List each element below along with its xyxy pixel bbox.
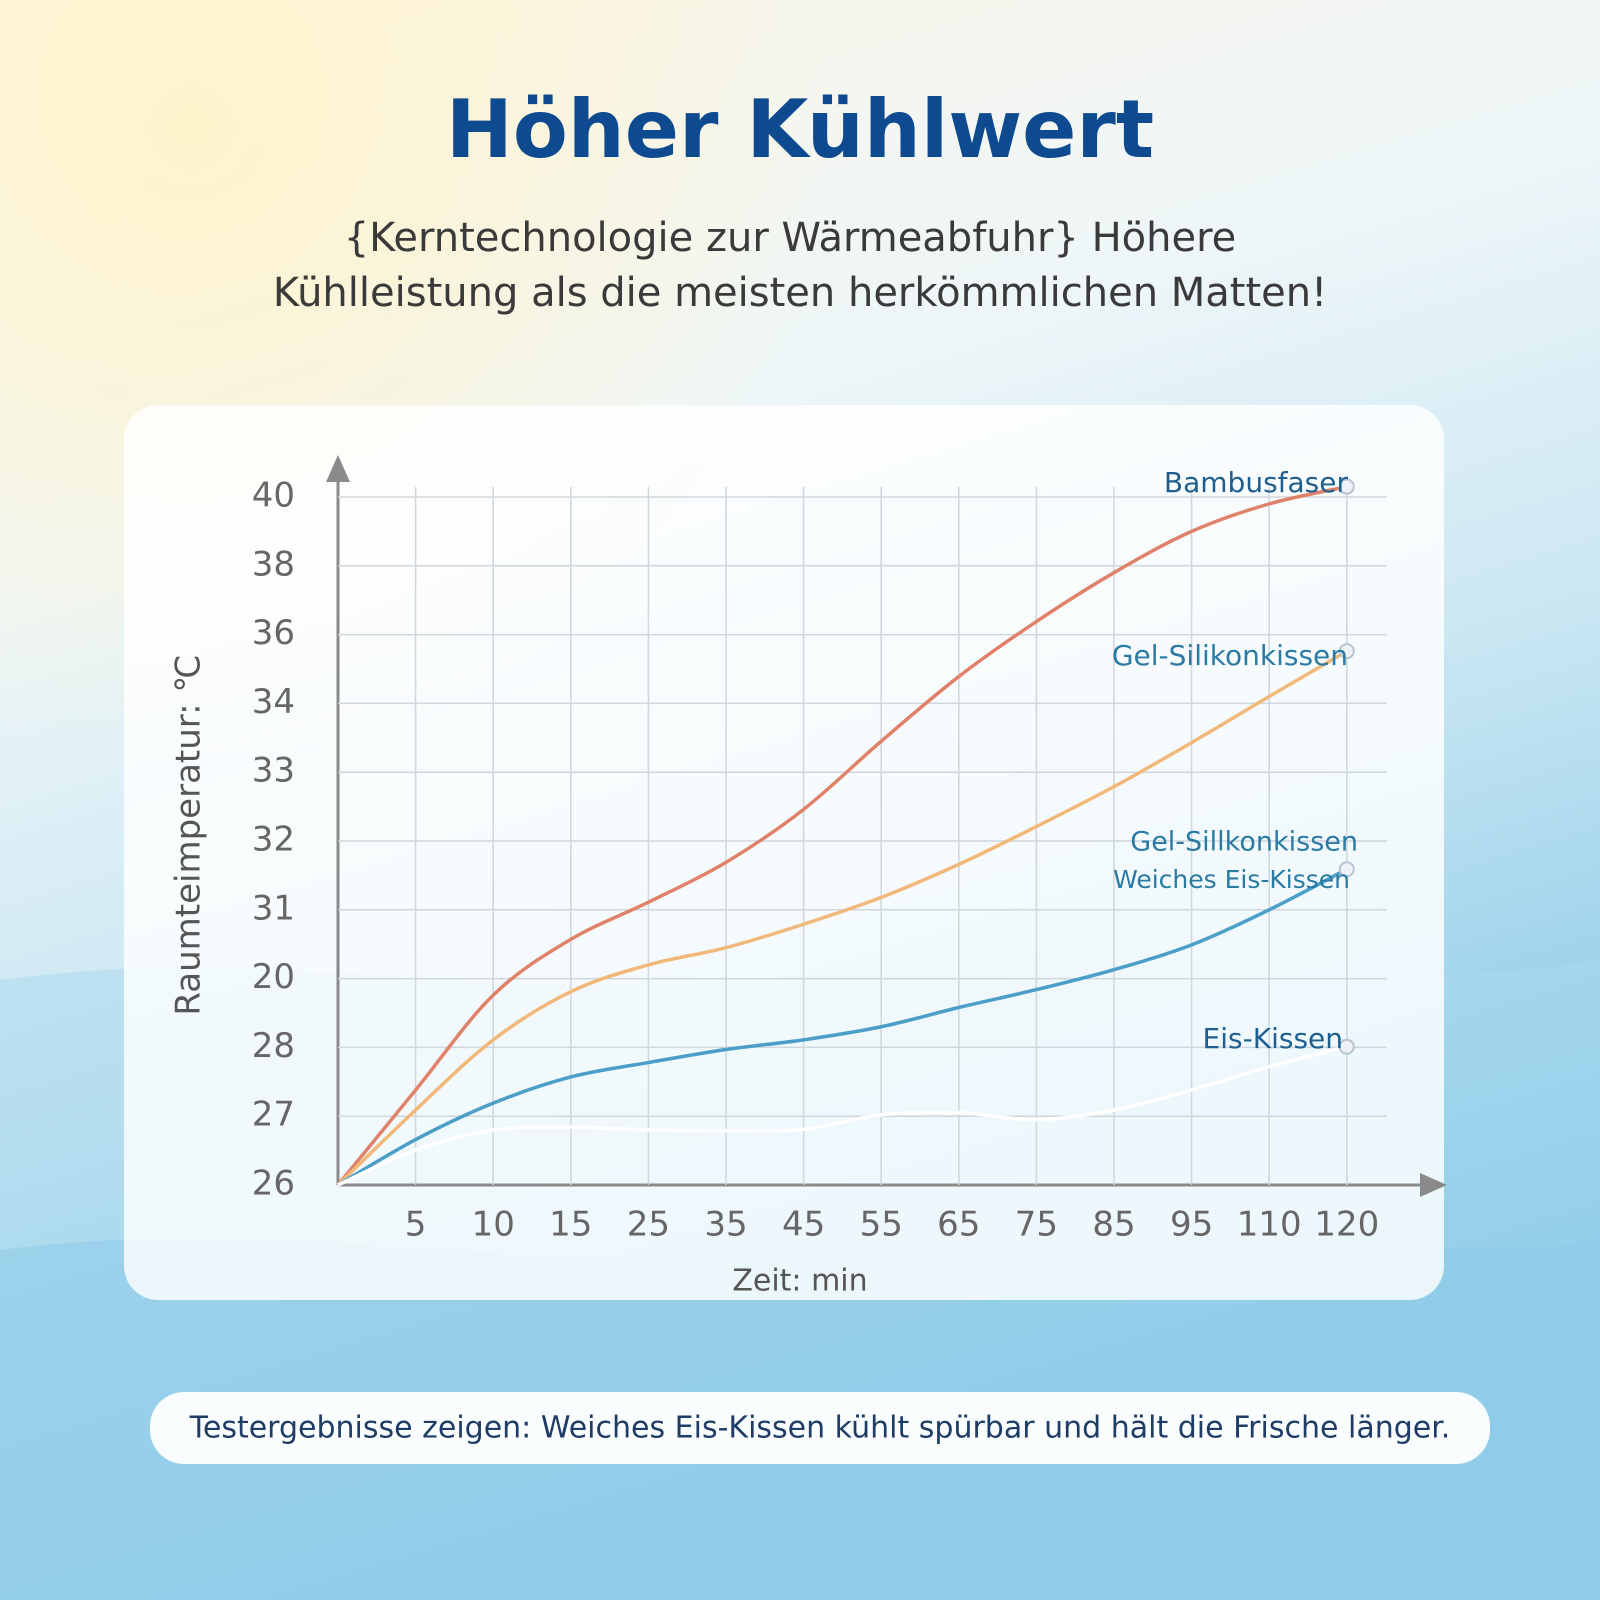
x-tick-label: 25 xyxy=(627,1205,670,1245)
x-tick-label: 15 xyxy=(549,1205,592,1245)
y-tick-label: 32 xyxy=(252,820,295,860)
y-tick-label: 33 xyxy=(252,751,295,791)
x-axis-arrow xyxy=(1420,1173,1447,1197)
subtitle: Kühlleistung als die meisten herkömmlich… xyxy=(273,270,1327,316)
x-axis-label: Zeit: min xyxy=(732,1264,867,1299)
y-axis-label: Raumteimperatur: ℃ xyxy=(169,654,209,1015)
end-point xyxy=(1338,1038,1355,1055)
x-tick-label: 110 xyxy=(1237,1205,1302,1245)
title: Höher Kühlwert xyxy=(446,83,1154,176)
end-point xyxy=(1338,861,1355,878)
x-tick-label: 35 xyxy=(704,1205,747,1245)
y-tick-label: 34 xyxy=(252,682,295,722)
series-label: Weiches Eis-Kissen xyxy=(1113,865,1350,894)
series-line xyxy=(336,484,1348,1187)
series-line xyxy=(337,1045,1348,1187)
x-tick-label: 5 xyxy=(405,1205,427,1245)
x-tick-label: 75 xyxy=(1015,1205,1058,1245)
y-axis-arrow xyxy=(326,455,350,482)
footer-box xyxy=(150,1392,1490,1464)
y-tick-label: 38 xyxy=(252,544,295,584)
y-tick-label: 26 xyxy=(252,1164,295,1204)
end-point xyxy=(1338,478,1355,495)
x-tick-label: 85 xyxy=(1092,1205,1135,1245)
y-tick-label: 36 xyxy=(252,613,295,653)
subtitle: {Kerntechnologie zur Wärmeabfuhr} Höhere xyxy=(344,215,1237,261)
y-tick-label: 28 xyxy=(252,1026,295,1066)
footer-text: Testergebnisse zeigen: Weiches Eis-Kisse… xyxy=(189,1411,1451,1446)
x-tick-label: 95 xyxy=(1170,1205,1213,1245)
y-tick-label: 27 xyxy=(252,1095,295,1135)
annotation: Gel-Sillkonkissen xyxy=(1130,827,1358,858)
x-tick-label: 120 xyxy=(1314,1205,1379,1245)
y-tick-label: 20 xyxy=(252,957,295,997)
series-line xyxy=(336,649,1348,1187)
series-label: Bambusfaser xyxy=(1164,466,1349,499)
series-label: Gel-Silikonkissen xyxy=(1112,639,1348,672)
x-tick-label: 65 xyxy=(937,1205,980,1245)
x-tick-label: 45 xyxy=(782,1205,825,1245)
series-label: Eis-Kissen xyxy=(1203,1022,1343,1055)
y-tick-label: 40 xyxy=(252,476,295,516)
series-line xyxy=(337,867,1348,1187)
x-tick-label: 55 xyxy=(860,1205,903,1245)
y-tick-label: 31 xyxy=(252,888,295,928)
x-tick-label: 10 xyxy=(472,1205,515,1245)
end-point xyxy=(1338,643,1355,660)
